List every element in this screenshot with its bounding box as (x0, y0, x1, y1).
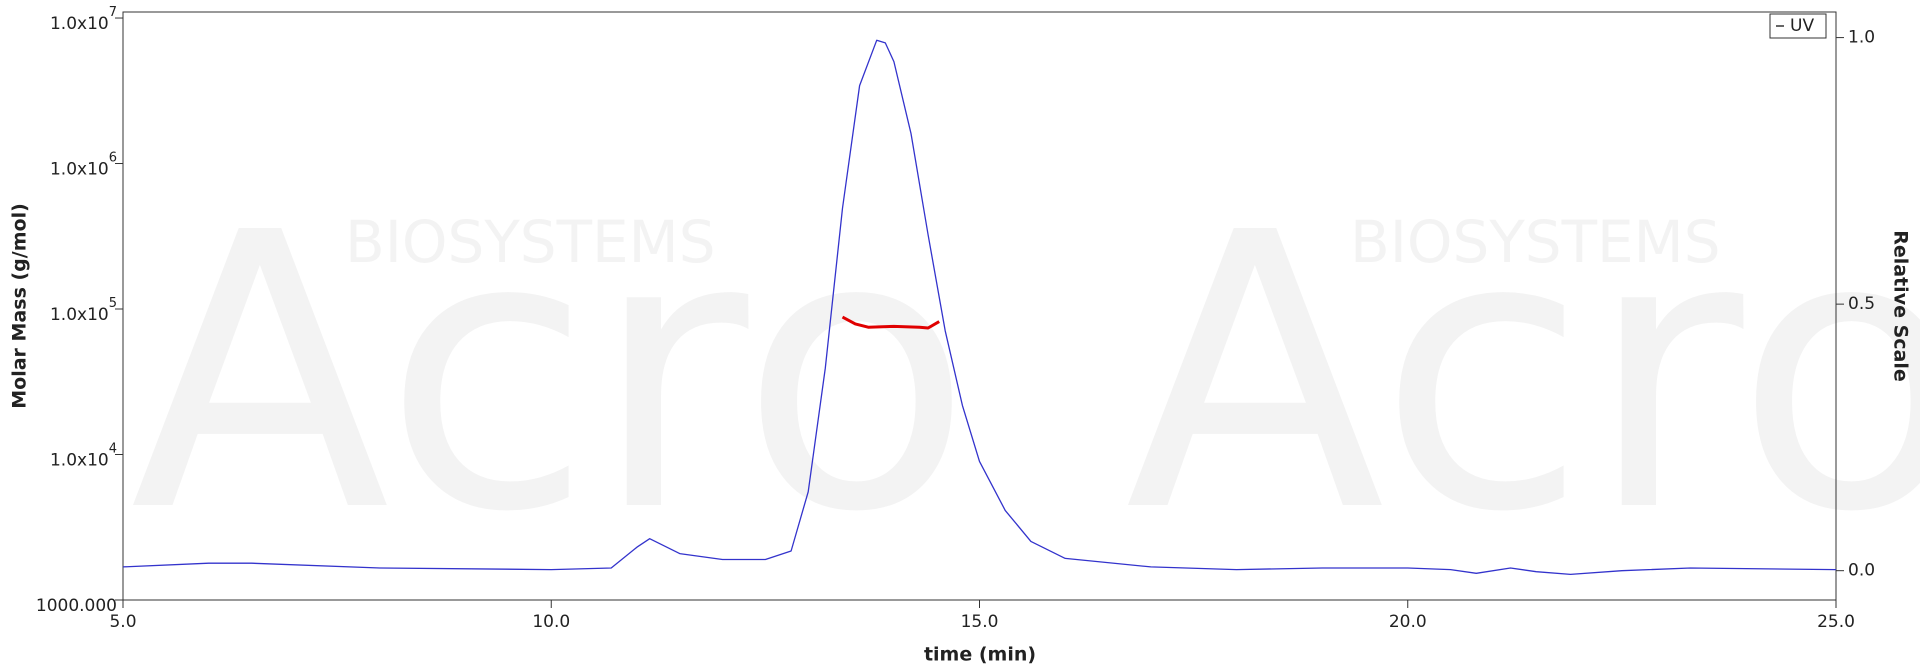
series-line (841, 315, 940, 330)
x-axis-title: time (min) (924, 644, 1036, 666)
y-tick-exponent: 5 (109, 296, 117, 311)
x-tick-label: 20.0 (1389, 612, 1427, 632)
y2-axis-title: Relative Scale (1890, 230, 1912, 382)
y-tick-label: 1.0x105 (50, 296, 117, 326)
y2-tick-label: 0.5 (1848, 294, 1875, 314)
watermark: BIOSYSTEMS (345, 208, 716, 276)
x-tick-label: 25.0 (1817, 612, 1855, 632)
y-tick-label: 1.0x104 (50, 441, 117, 471)
y-tick-label: 1.0x106 (50, 150, 117, 180)
x-tick-label: 10.0 (532, 612, 570, 632)
y-tick-exponent: 6 (109, 150, 117, 165)
y-tick-label: 1000.000 (36, 596, 117, 616)
y-tick-mantissa: 1.0x10 (50, 160, 109, 180)
y-tick-exponent: 7 (109, 5, 117, 20)
y2-tick-label: 0.0 (1848, 561, 1875, 581)
y-tick-exponent: 4 (109, 441, 117, 456)
series-line (122, 39, 1837, 576)
y2-tick-label: 1.0 (1848, 28, 1875, 48)
watermark: Acro (1125, 152, 1920, 595)
y-tick-mantissa: 1.0x10 (50, 451, 109, 471)
y-tick-label: 1.0x107 (50, 5, 117, 35)
watermark-layer: Acro BIOSYSTEMS Acro BIOSYSTEMS (130, 152, 1920, 595)
legend-label: UV (1790, 16, 1814, 36)
y-axis-title: Molar Mass (g/mol) (9, 203, 31, 409)
y-tick-mantissa: 1.0x10 (50, 305, 109, 325)
watermark: Acro (130, 152, 973, 595)
y-tick-mantissa: 1000.000 (36, 596, 117, 616)
x-tick-label: 15.0 (961, 612, 999, 632)
y-tick-mantissa: 1.0x10 (50, 14, 109, 34)
watermark: BIOSYSTEMS (1350, 208, 1721, 276)
x-tick-label: 5.0 (109, 612, 136, 632)
